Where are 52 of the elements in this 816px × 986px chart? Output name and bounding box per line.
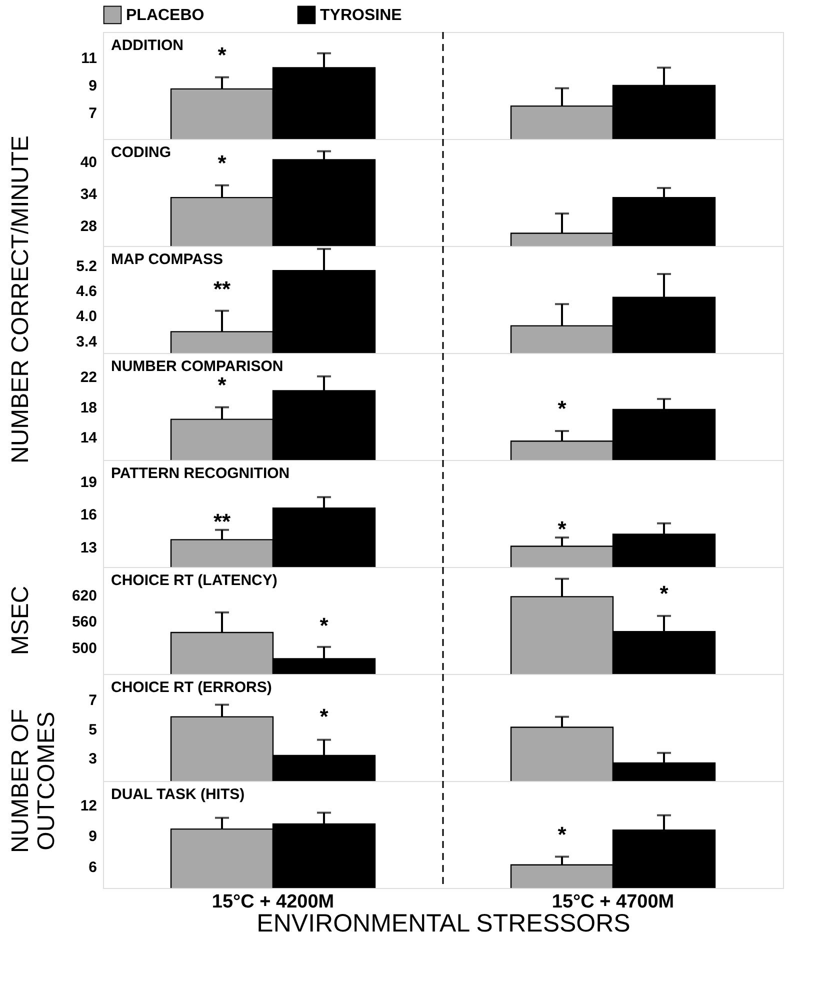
y-tick-label: 620 [72,587,97,604]
y-tick-label: 19 [80,474,97,491]
y-tick-label: 560 [72,614,97,631]
y-tick-label: 5 [88,721,97,738]
annotation: * [660,580,669,606]
annotation: * [558,516,567,542]
x-tick-label: 15°C + 4700M [552,892,674,912]
y-tick-label: 40 [80,154,97,171]
y-axis-title: NUMBER OF OUTCOMES [7,709,60,853]
annotation: ** [213,508,231,534]
y-tick-label: 12 [80,798,97,815]
chart-title: CHOICE RT (LATENCY) [111,572,278,589]
y-axis-title: MSEC [7,586,34,656]
chart-title: ADDITION [111,37,184,54]
annotation: * [218,372,227,398]
chart-title: MAP COMPASS [111,251,223,268]
y-tick-label: 9 [88,828,97,846]
y-tick-label: 4.0 [76,308,97,326]
annotation: * [558,396,567,422]
y-tick-label: 16 [80,506,97,524]
y-tick-label: 3 [88,750,97,768]
y-tick-label: 14 [80,429,98,446]
y-tick-label: 5.2 [76,258,97,276]
y-axis-title: NUMBER CORRECT/MINUTE [7,136,34,464]
y-tick-label: 18 [80,399,97,416]
y-tick-label: 13 [80,539,97,556]
annotation: * [218,42,227,68]
x-tick-label: 15°C + 4200M [212,892,334,912]
chart-title: NUMBER COMPARISON [111,358,284,375]
annotation: * [218,150,227,176]
legend-label: TYROSINE [320,6,402,24]
chart-title: PATTERN RECOGNITION [111,465,290,482]
annotation: * [558,822,567,847]
y-tick-label: 7 [88,692,97,710]
x-axis-title: ENVIRONMENTAL STRESSORS [256,910,630,938]
y-tick-label: 7 [88,104,97,122]
y-tick-label: 22 [80,369,97,386]
y-tick-label: 28 [80,218,97,235]
y-tick-label: 500 [72,640,97,657]
y-tick-label: 11 [81,50,97,68]
y-tick-label: 4.6 [76,283,97,300]
legend-label: PLACEBO [126,6,204,24]
annotation: * [320,704,329,729]
y-tick-label: 3.4 [76,333,98,350]
y-tick-label: 6 [88,858,97,876]
annotation: * [320,612,329,638]
annotation: ** [213,276,231,302]
y-tick-label: 9 [88,78,97,94]
chart-title: DUAL TASK (HITS) [111,786,245,803]
y-tick-label: 34 [80,186,98,203]
chart-title: CODING [111,144,171,161]
chart-title: CHOICE RT (ERRORS) [111,679,272,696]
